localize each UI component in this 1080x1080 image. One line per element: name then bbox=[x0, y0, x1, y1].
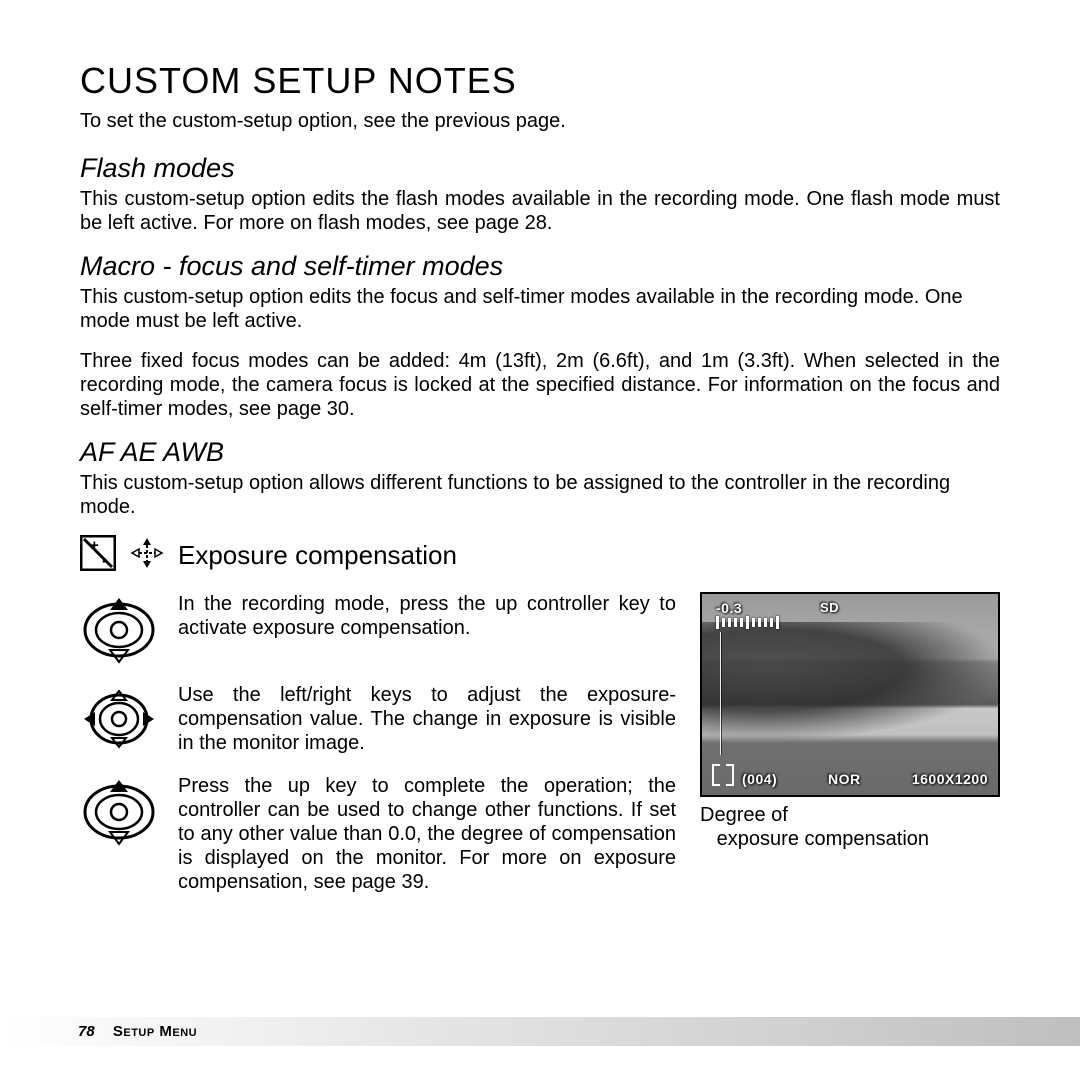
lcd-ev-value: -0.3 bbox=[716, 600, 742, 616]
flash-modes-heading: Flash modes bbox=[80, 153, 1000, 184]
controller-up-down-icon-2 bbox=[80, 774, 158, 851]
lcd-focus-brackets-icon bbox=[712, 761, 734, 789]
exposure-step-1-text: In the recording mode, press the up cont… bbox=[178, 592, 676, 640]
lcd-ev-scale-icon bbox=[716, 618, 779, 629]
flash-modes-body: This custom-setup option edits the flash… bbox=[80, 187, 1000, 235]
exposure-step-3: Press the up key to complete the operati… bbox=[80, 774, 676, 894]
lcd-quality-mode: NOR bbox=[828, 771, 861, 787]
exposure-step-1: In the recording mode, press the up cont… bbox=[80, 592, 676, 669]
page-title: CUSTOM SETUP NOTES bbox=[80, 60, 1000, 102]
macro-body-2: Three fixed focus modes can be added: 4m… bbox=[80, 349, 1000, 421]
lcd-caption-line2: exposure compensation bbox=[717, 828, 929, 850]
controller-left-right-icon bbox=[80, 683, 158, 760]
four-way-arrows-icon bbox=[130, 536, 164, 575]
macro-heading: Macro - focus and self-timer modes bbox=[80, 251, 1000, 282]
page-footer: 78 Setup Menu bbox=[0, 1017, 1080, 1046]
exposure-step-3-text: Press the up key to complete the operati… bbox=[178, 774, 676, 894]
af-ae-awb-heading: AF AE AWB bbox=[80, 437, 1000, 468]
footer-section-label: Setup Menu bbox=[113, 1023, 197, 1040]
lcd-caption-line1: Degree of bbox=[700, 804, 788, 826]
svg-text:+: + bbox=[90, 537, 99, 554]
page-number: 78 bbox=[78, 1023, 95, 1040]
camera-lcd-preview: -0.3 SD (004) NOR 1600X1200 bbox=[700, 592, 1000, 797]
lcd-preview-column: -0.3 SD (004) NOR 1600X1200 Degree of ex… bbox=[700, 592, 1000, 851]
exposure-header-row: + - Exposure compensation bbox=[80, 535, 1000, 576]
exposure-step-2-text: Use the left/right keys to adjust the ex… bbox=[178, 683, 676, 755]
lcd-shots-remaining: (004) bbox=[742, 771, 777, 787]
exposure-compensation-icon: + - bbox=[80, 535, 116, 576]
macro-body-1: This custom-setup option edits the focus… bbox=[80, 285, 1000, 333]
af-ae-awb-body: This custom-setup option allows differen… bbox=[80, 471, 1000, 519]
svg-text:-: - bbox=[102, 551, 108, 570]
controller-up-down-icon bbox=[80, 592, 158, 669]
exposure-steps: In the recording mode, press the up cont… bbox=[80, 592, 676, 908]
lcd-resolution: 1600X1200 bbox=[912, 771, 988, 787]
lcd-card-indicator: SD bbox=[820, 600, 839, 615]
lcd-caption: Degree of exposure compensation bbox=[700, 803, 1000, 851]
exposure-title: Exposure compensation bbox=[178, 540, 457, 571]
exposure-step-2: Use the left/right keys to adjust the ex… bbox=[80, 683, 676, 760]
intro-text: To set the custom-setup option, see the … bbox=[80, 110, 1000, 133]
